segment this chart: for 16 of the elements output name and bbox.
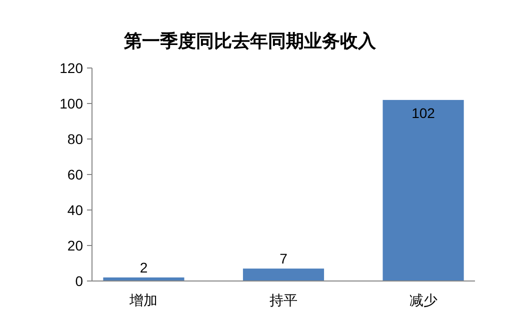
y-tick-label: 80 [67, 130, 84, 147]
x-tick-label: 增加 [128, 292, 158, 308]
x-tick-label: 减少 [409, 292, 438, 308]
y-tick-label: 120 [60, 60, 84, 76]
y-tick-label: 100 [60, 95, 84, 112]
data-label: 2 [140, 259, 148, 276]
data-label: 102 [412, 104, 436, 121]
data-label: 7 [280, 250, 288, 267]
bar [382, 100, 464, 281]
bar [242, 268, 324, 281]
y-tick-label: 40 [67, 202, 84, 218]
x-tick-label: 持平 [270, 292, 298, 308]
y-tick-label: 0 [75, 272, 84, 289]
y-tick-label: 60 [67, 166, 84, 182]
y-tick-label: 20 [67, 237, 84, 254]
chart-title: 第一季度同比去年同期业务收入 [123, 31, 377, 52]
